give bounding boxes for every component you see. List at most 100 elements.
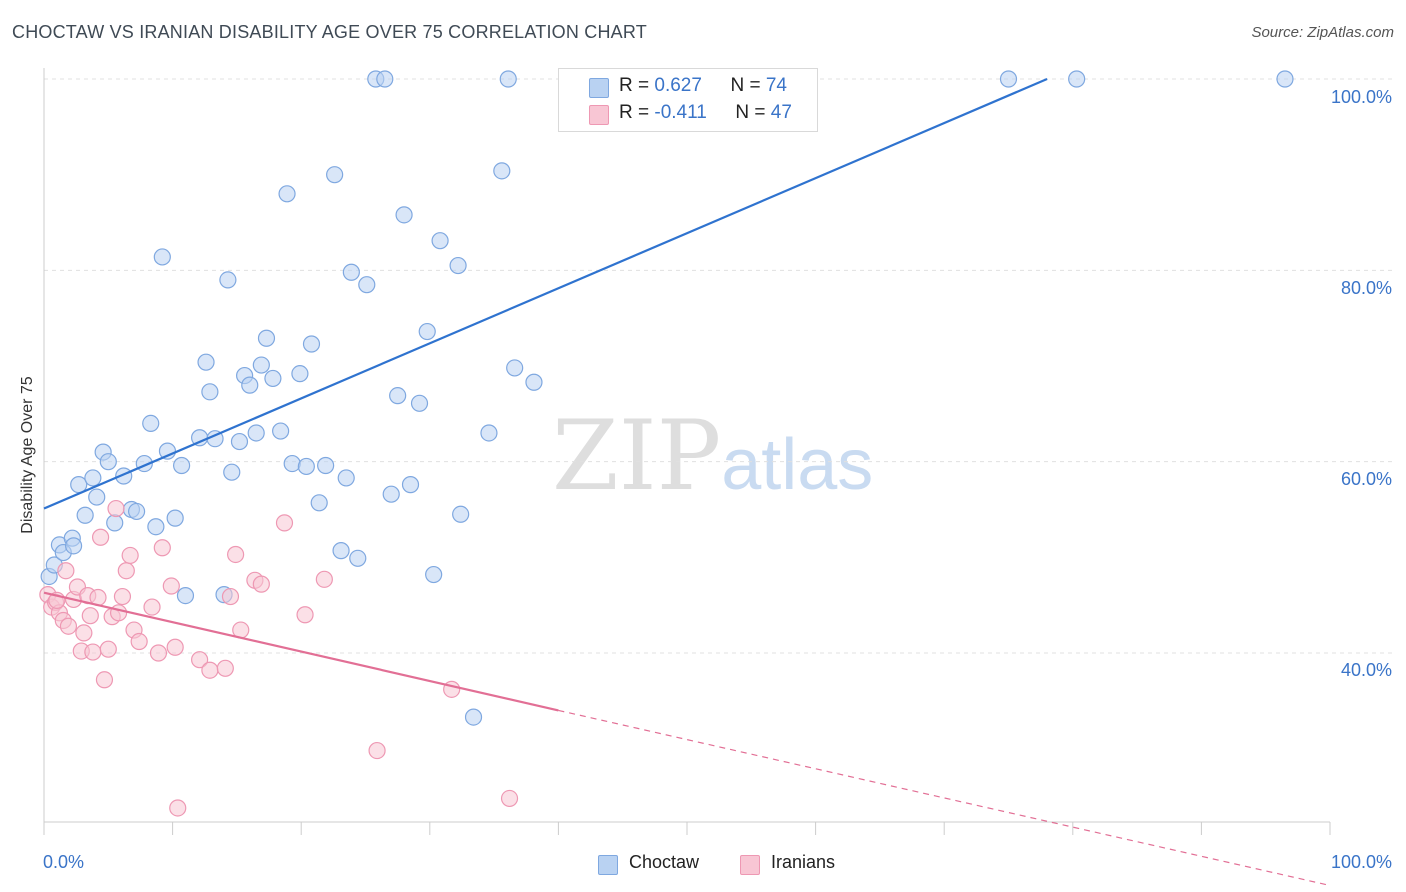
choctaw-point-46 xyxy=(326,166,344,184)
choctaw-point-64 xyxy=(464,708,483,726)
iranians-swatch xyxy=(589,105,609,125)
y-tick-label-100: 100.0% xyxy=(1330,87,1392,107)
n-label: N = xyxy=(730,75,766,96)
choctaw-point-35 xyxy=(252,356,270,374)
choctaw-point-31 xyxy=(230,432,249,451)
choctaw-point-38 xyxy=(272,422,290,440)
choctaw-point-43 xyxy=(302,335,321,353)
choctaw-point-23 xyxy=(176,586,195,605)
choctaw-point-15 xyxy=(127,502,146,521)
watermark-zip: ZIP xyxy=(552,400,722,512)
iranians-point-35 xyxy=(227,545,245,564)
choctaw-point-5 xyxy=(64,537,83,555)
choctaw-swatch xyxy=(589,78,609,98)
iranians-point-32 xyxy=(201,661,219,679)
r-label: R = xyxy=(619,102,655,123)
choctaw-point-61 xyxy=(431,232,449,250)
choctaw-point-44 xyxy=(310,494,328,512)
legend-row-iranians: R = -0.411 N = 47 xyxy=(619,102,792,130)
iranians-point-40 xyxy=(296,606,314,624)
iranians-point-25 xyxy=(130,632,148,651)
choctaw-point-62 xyxy=(449,256,467,275)
choctaw-point-63 xyxy=(452,505,470,523)
choctaw-point-54 xyxy=(382,485,400,503)
watermark-atlas: atlas xyxy=(721,425,874,505)
iranians-point-27 xyxy=(149,644,168,662)
y-tick-label-80: 80.0% xyxy=(1340,278,1392,298)
choctaw-point-67 xyxy=(499,70,517,88)
r-label: R = xyxy=(619,75,655,96)
n-value: 47 xyxy=(770,102,792,123)
choctaw-point-37 xyxy=(264,369,282,388)
choctaw-point-57 xyxy=(401,476,420,494)
y-tick-label-60: 60.0% xyxy=(1340,469,1392,489)
y-axis-label: Disability Age Over 75 xyxy=(19,376,36,534)
choctaw-point-36 xyxy=(257,329,276,347)
choctaw-point-66 xyxy=(493,162,511,180)
choctaw-point-25 xyxy=(197,353,215,371)
choctaw-point-55 xyxy=(389,387,407,405)
iranians-point-10 xyxy=(75,624,93,642)
iranians-point-38 xyxy=(252,575,270,593)
choctaw-point-21 xyxy=(166,509,184,527)
iranians-point-33 xyxy=(216,659,234,677)
choctaw-point-12 xyxy=(106,514,124,532)
choctaw-point-18 xyxy=(147,518,165,536)
choctaw-point-9 xyxy=(88,488,106,506)
iranians-point-41 xyxy=(315,570,333,588)
choctaw-point-71 xyxy=(1068,70,1086,88)
choctaw-point-56 xyxy=(395,206,413,224)
r-value: -0.411 xyxy=(654,102,707,123)
choctaw-point-41 xyxy=(291,365,309,383)
choctaw-point-40 xyxy=(283,454,301,473)
iranians-point-13 xyxy=(84,643,102,661)
iranians-point-17 xyxy=(99,640,117,658)
iranians-point-19 xyxy=(107,499,125,518)
choctaw-point-33 xyxy=(241,376,259,394)
bottom-legend-iranians: Iranians xyxy=(771,852,836,872)
choctaw-point-11 xyxy=(99,453,117,471)
x-tick-label-0: 0.0% xyxy=(43,852,85,872)
choctaw-point-59 xyxy=(418,322,436,341)
n-label: N = xyxy=(735,102,771,123)
stats-legend: R = 0.627 N = 74 R = -0.411 N = 47 xyxy=(558,68,818,132)
choctaw-point-17 xyxy=(142,414,160,432)
iranians-point-20 xyxy=(109,604,128,622)
iranians-point-23 xyxy=(121,546,139,565)
choctaw-point-60 xyxy=(425,565,443,584)
iranians-point-12 xyxy=(81,607,99,625)
iranians-point-16 xyxy=(95,671,114,689)
choctaw-point-48 xyxy=(337,469,355,487)
iranians-point-34 xyxy=(221,587,240,606)
choctaw-point-7 xyxy=(76,506,94,524)
choctaw-point-34 xyxy=(247,424,265,442)
choctaw-point-49 xyxy=(342,263,360,281)
iranians-point-30 xyxy=(166,638,184,656)
x-tick-label-100: 100.0% xyxy=(1330,852,1392,872)
choctaw-point-68 xyxy=(506,359,524,377)
choctaw-point-53 xyxy=(376,70,394,88)
iranians-point-39 xyxy=(275,514,294,532)
choctaw-point-58 xyxy=(410,394,429,412)
iranians-point-15 xyxy=(91,528,110,546)
choctaw-point-70 xyxy=(999,70,1018,88)
choctaw-point-8 xyxy=(84,469,102,487)
choctaw-point-47 xyxy=(332,542,350,560)
choctaw-trend-line xyxy=(43,77,1048,510)
choctaw-point-42 xyxy=(297,457,315,476)
n-value: 74 xyxy=(765,75,787,96)
iranians-point-28 xyxy=(153,539,171,557)
iranians-point-31 xyxy=(191,651,209,669)
chart-title: CHOCTAW VS IRANIAN DISABILITY AGE OVER 7… xyxy=(12,22,647,42)
iranians-point-26 xyxy=(143,598,161,616)
r-value: 0.627 xyxy=(654,75,702,96)
choctaw-point-22 xyxy=(173,456,191,475)
iranians-point-6 xyxy=(59,617,78,635)
choctaw-point-26 xyxy=(201,383,219,401)
legend-row-choctaw: R = 0.627 N = 74 xyxy=(619,75,787,103)
iranians-point-43 xyxy=(368,741,386,760)
iranians-point-45 xyxy=(500,789,519,808)
bottom-legend-iranians-swatch xyxy=(740,855,760,875)
choctaw-point-50 xyxy=(349,549,367,567)
